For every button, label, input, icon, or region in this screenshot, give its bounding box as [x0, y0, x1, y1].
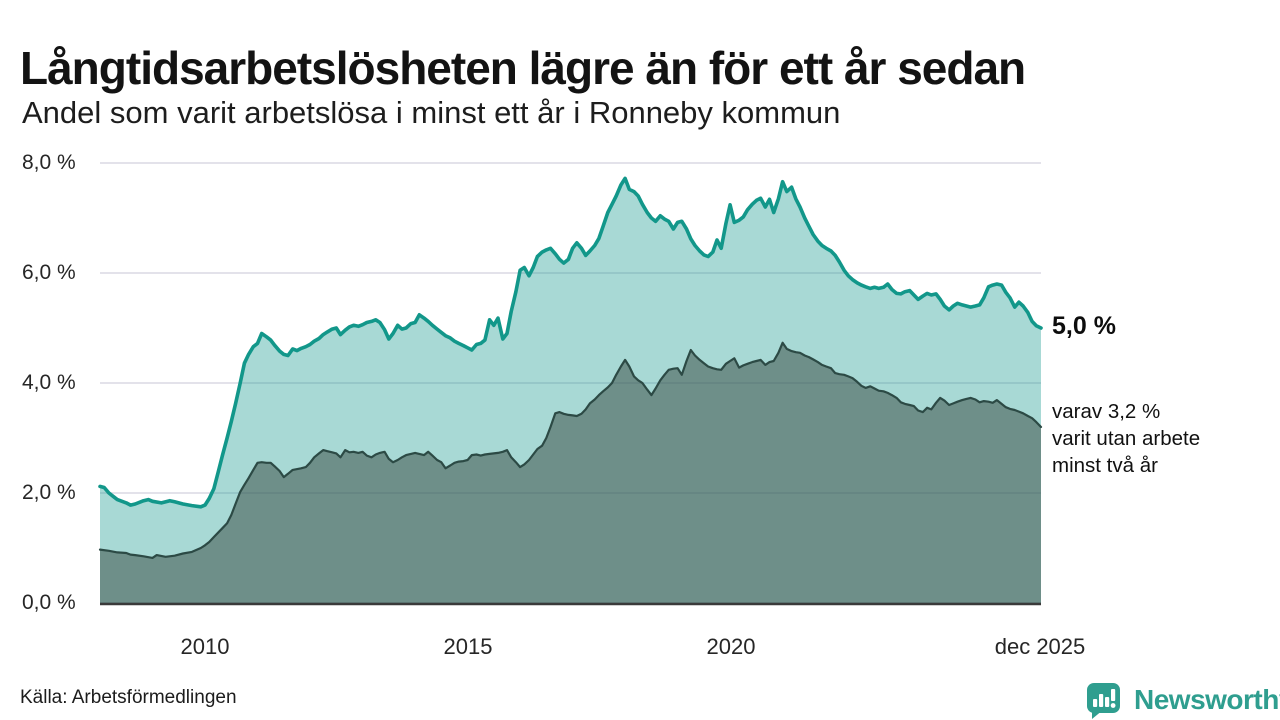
x-axis-tick-2015: 2015: [443, 634, 493, 659]
newsworthy-brand: Newsworthy: [1085, 680, 1280, 720]
annotation-line-1: varav 3,2 %: [1052, 400, 1161, 423]
y-axis-tick-0: 0,0 %: [22, 591, 76, 614]
annotation-line-2: varit utan arbete: [1052, 427, 1201, 450]
series-subset-annotation: varav 3,2 % varit utan arbete minst två …: [1052, 398, 1200, 479]
annotation-line-3: minst två år: [1052, 454, 1158, 477]
line-total-min-one-year: [98, 176, 1043, 509]
y-axis-tick-4: 4,0 %: [22, 371, 76, 394]
area-min-two-years: [100, 342, 1041, 603]
newsworthy-logo-icon: [1087, 683, 1120, 719]
x-axis-tick-dec-2025: dec 2025: [994, 634, 1086, 659]
y-axis-tick-8: 8,0 %: [22, 151, 76, 174]
newsworthy-wordmark: Newsworthy: [1134, 684, 1280, 715]
source-credit: Källa: Arbetsförmedlingen: [20, 687, 237, 708]
line-min-two-years: [98, 341, 1043, 559]
y-axis-tick-2: 2,0 %: [22, 481, 76, 504]
y-axis-tick-6: 6,0 %: [22, 261, 76, 284]
chart-subtitle: Andel som varit arbetslösa i minst ett å…: [22, 95, 841, 130]
page-title: Långtidsarbetslösheten lägre än för ett …: [20, 41, 1026, 94]
x-axis-tick-2010: 2010: [180, 634, 230, 659]
series-end-value-label: 5,0 %: [1052, 312, 1116, 340]
x-axis-tick-2020: 2020: [706, 634, 756, 659]
